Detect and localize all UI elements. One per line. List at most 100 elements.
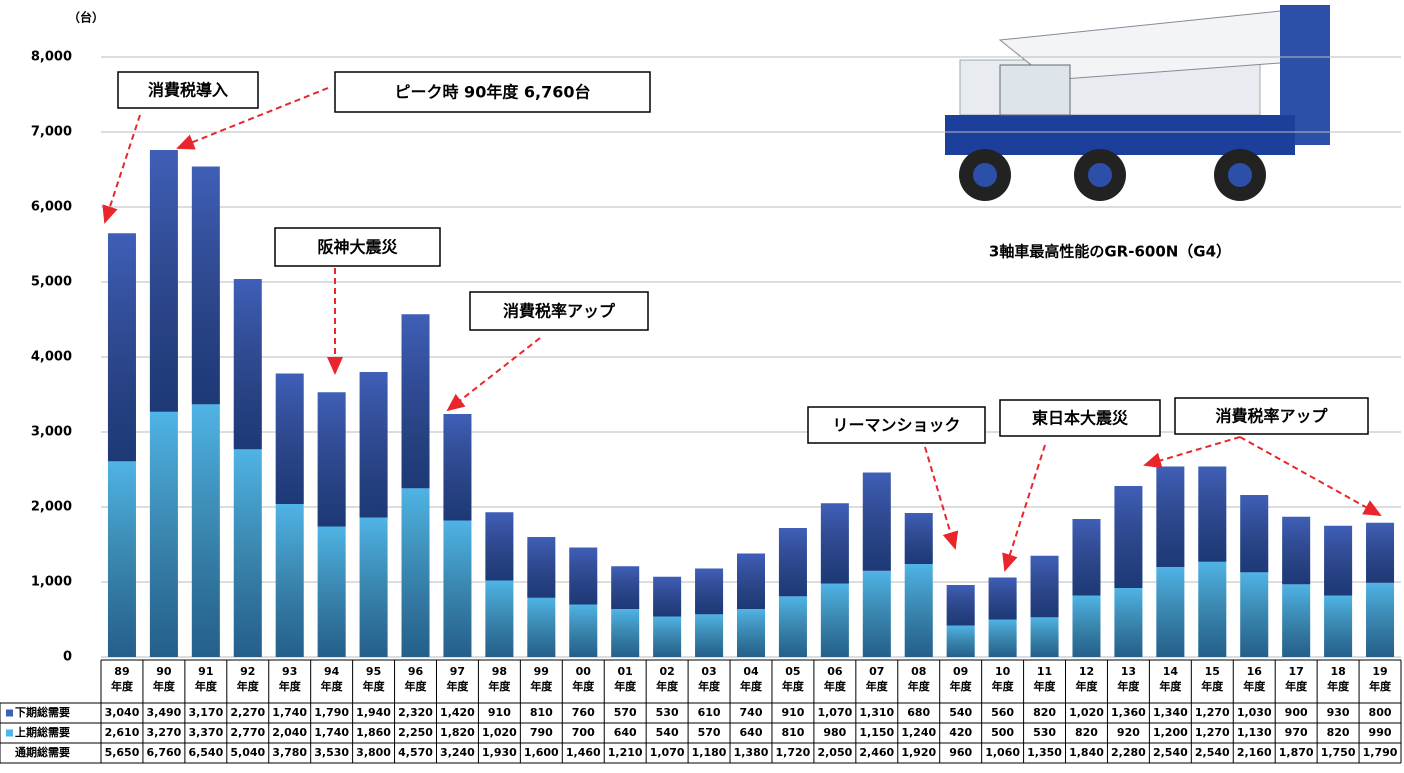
table-cell: 990 bbox=[1369, 726, 1392, 739]
annotation: 消費税導入 bbox=[148, 81, 228, 100]
y-tick-label: 1,000 bbox=[31, 575, 72, 590]
bar-shade bbox=[401, 314, 430, 489]
table-cell: 1,070 bbox=[817, 706, 852, 719]
x-tick-label: 19年度 bbox=[1369, 665, 1392, 693]
table-cell: 820 bbox=[1075, 726, 1098, 739]
table-cell: 1,030 bbox=[1237, 706, 1272, 719]
table-cell: 1,870 bbox=[1279, 746, 1314, 759]
table-cell: 1,460 bbox=[566, 746, 601, 759]
bar-shade bbox=[1366, 522, 1395, 583]
bar-shade bbox=[485, 580, 514, 657]
x-tick-label: 05年度 bbox=[781, 665, 804, 693]
bar-shade bbox=[1240, 572, 1269, 657]
x-tick-label: 12年度 bbox=[1075, 665, 1098, 693]
bar-shade bbox=[1282, 516, 1311, 585]
annotation-arrow bbox=[102, 114, 141, 224]
table-cell: 6,760 bbox=[147, 746, 182, 759]
table-cell: 1,840 bbox=[1069, 746, 1104, 759]
table-cell: 3,530 bbox=[314, 746, 349, 759]
table-cell: 640 bbox=[614, 726, 637, 739]
table-cell: 570 bbox=[698, 726, 721, 739]
bar-shade bbox=[1072, 595, 1101, 657]
bar-shade bbox=[1282, 584, 1311, 657]
table-cell: 980 bbox=[823, 726, 846, 739]
table-cell: 2,270 bbox=[230, 706, 265, 719]
bar-shade bbox=[778, 596, 807, 657]
table-cell: 4,570 bbox=[398, 746, 433, 759]
legend-label: 上期総需要 bbox=[15, 725, 70, 739]
bar-shade bbox=[569, 604, 598, 657]
table-cell: 6,540 bbox=[188, 746, 223, 759]
annotation-box bbox=[469, 291, 649, 331]
y-tick-label: 2,000 bbox=[31, 500, 72, 515]
table-cell: 530 bbox=[656, 706, 679, 719]
x-tick-label: 94年度 bbox=[320, 665, 343, 693]
y-tick-label: 5,000 bbox=[31, 275, 72, 290]
table-cell: 3,800 bbox=[356, 746, 391, 759]
bar-shade bbox=[1240, 495, 1269, 573]
table-cell: 3,240 bbox=[440, 746, 475, 759]
x-tick-label: 15年度 bbox=[1201, 665, 1224, 693]
table-cell: 3,270 bbox=[147, 726, 182, 739]
x-tick-label: 06年度 bbox=[823, 665, 846, 693]
table-cell: 2,540 bbox=[1153, 746, 1188, 759]
table-cell: 1,150 bbox=[859, 726, 894, 739]
bar-shade bbox=[1156, 466, 1185, 567]
x-tick-label: 01年度 bbox=[614, 665, 637, 693]
image-caption: 3軸車最高性能のGR-600N（G4） bbox=[989, 243, 1231, 261]
bar-shade bbox=[1198, 466, 1227, 562]
table-cell: 2,050 bbox=[817, 746, 852, 759]
table-cell: 680 bbox=[907, 706, 930, 719]
bar-shade bbox=[1198, 561, 1227, 657]
x-tick-label: 89年度 bbox=[110, 665, 133, 693]
table-cell: 420 bbox=[949, 726, 972, 739]
bar-shade bbox=[737, 553, 765, 609]
table-cell: 1,020 bbox=[1069, 706, 1104, 719]
table-cell: 3,040 bbox=[105, 706, 140, 719]
y-tick-label: 0 bbox=[63, 650, 72, 665]
table-cell: 1,860 bbox=[356, 726, 391, 739]
bar-shade bbox=[149, 150, 178, 412]
table-cell: 1,020 bbox=[482, 726, 517, 739]
bar-shade bbox=[569, 547, 598, 605]
bar-shade bbox=[191, 404, 220, 657]
table-cell: 1,270 bbox=[1195, 706, 1230, 719]
table-cell: 1,720 bbox=[776, 746, 811, 759]
annotation-box bbox=[807, 406, 986, 444]
x-tick-label: 14年度 bbox=[1159, 665, 1182, 693]
table-cell: 920 bbox=[1117, 726, 1140, 739]
bar-shade bbox=[233, 279, 262, 450]
table-cell: 2,250 bbox=[398, 726, 433, 739]
annotation-box bbox=[334, 71, 651, 113]
annotation: ピーク時 90年度 6,760台 bbox=[394, 83, 590, 102]
bar-shade bbox=[527, 537, 556, 598]
table-cell: 820 bbox=[1033, 706, 1056, 719]
table-cell: 1,940 bbox=[356, 706, 391, 719]
bar-shade bbox=[904, 564, 933, 657]
table-cell: 5,040 bbox=[230, 746, 265, 759]
bar-shade bbox=[904, 513, 933, 564]
crane-image bbox=[945, 5, 1330, 201]
bar-shade bbox=[862, 472, 891, 571]
table-cell: 1,740 bbox=[314, 726, 349, 739]
x-tick-label: 18年度 bbox=[1327, 665, 1350, 693]
x-tick-label: 16年度 bbox=[1243, 665, 1266, 693]
bar-shade bbox=[359, 372, 388, 518]
table-cell: 1,350 bbox=[1027, 746, 1062, 759]
bar-shade bbox=[527, 597, 556, 657]
bar-shade bbox=[317, 526, 346, 657]
table-cell: 960 bbox=[949, 746, 972, 759]
bar-shade bbox=[275, 504, 304, 657]
table-cell: 700 bbox=[572, 726, 595, 739]
bar-shade bbox=[443, 414, 472, 521]
annotation-arrow bbox=[924, 446, 959, 550]
table-cell: 3,490 bbox=[147, 706, 182, 719]
legend-marker bbox=[6, 709, 13, 717]
table-cell: 810 bbox=[781, 726, 804, 739]
table-cell: 1,310 bbox=[859, 706, 894, 719]
x-tick-label: 04年度 bbox=[740, 665, 762, 693]
x-tick-label: 95年度 bbox=[362, 665, 385, 693]
table-cell: 1,790 bbox=[1363, 746, 1398, 759]
